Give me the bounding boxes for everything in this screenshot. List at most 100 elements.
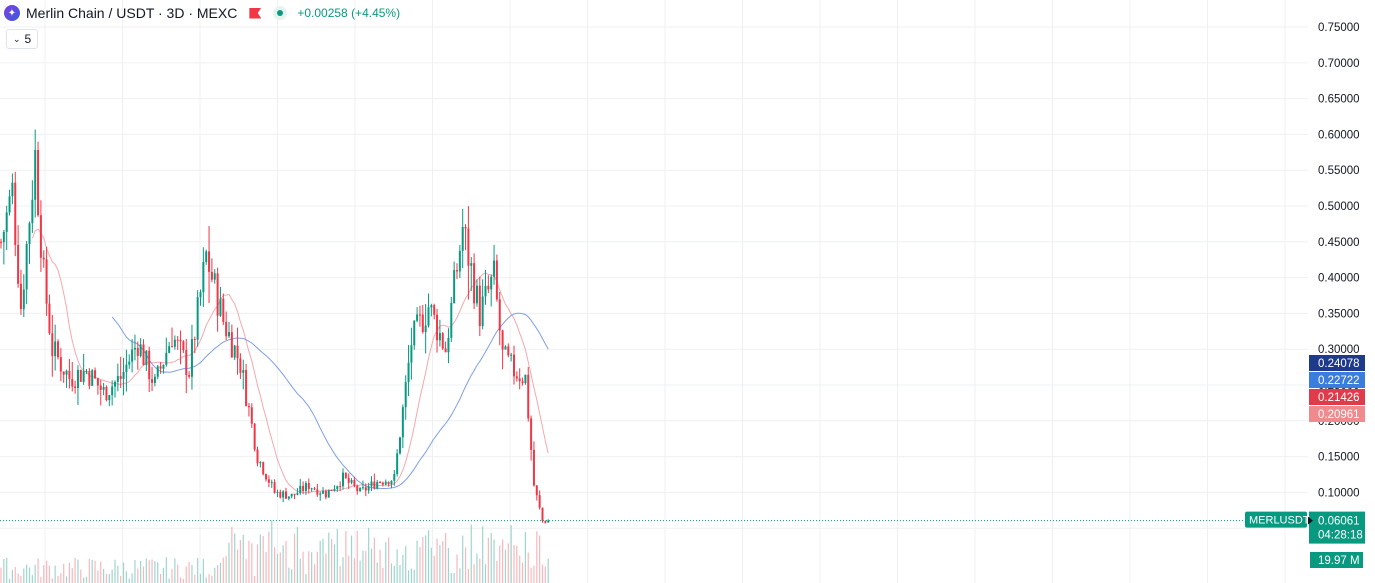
candle-body bbox=[188, 374, 191, 377]
candle-body bbox=[421, 314, 424, 333]
candle-body bbox=[105, 386, 108, 401]
candle-body bbox=[521, 381, 524, 384]
candle-body bbox=[438, 333, 441, 341]
volume-bar bbox=[168, 578, 170, 583]
candle-body bbox=[96, 378, 99, 386]
candle-body bbox=[501, 330, 504, 350]
volume-bar bbox=[311, 552, 313, 583]
candle-body bbox=[373, 481, 376, 489]
candle-body bbox=[162, 364, 165, 369]
volume-bar bbox=[83, 577, 85, 583]
y-tick-label: 0.10000 bbox=[1318, 487, 1360, 499]
candle-body bbox=[79, 370, 82, 382]
volume-bar bbox=[77, 559, 79, 583]
volume-bar bbox=[251, 543, 253, 583]
volume-bar bbox=[117, 565, 119, 583]
candle-body bbox=[544, 520, 547, 523]
candle-body bbox=[54, 341, 57, 357]
candle-body bbox=[401, 407, 404, 438]
volume-bar bbox=[57, 575, 59, 583]
volume-bar bbox=[544, 566, 546, 583]
candle-body bbox=[193, 339, 196, 341]
candle-body bbox=[396, 453, 399, 474]
candle-body bbox=[384, 481, 387, 485]
flag-icon[interactable] bbox=[249, 7, 262, 19]
candle-body bbox=[322, 491, 325, 494]
candle-body bbox=[111, 386, 114, 396]
candle-body bbox=[5, 212, 8, 232]
volume-bar bbox=[467, 568, 469, 583]
candle-body bbox=[304, 483, 307, 491]
candle-body bbox=[22, 289, 25, 310]
volume-bar bbox=[362, 550, 364, 583]
candle-body bbox=[299, 485, 302, 494]
symbol-tag-box bbox=[1245, 511, 1307, 528]
candle-body bbox=[0, 241, 2, 243]
volume-bar bbox=[68, 562, 70, 583]
candle-body bbox=[19, 283, 22, 310]
candle-body bbox=[94, 370, 97, 379]
candle-body bbox=[99, 385, 102, 390]
volume-bar bbox=[436, 538, 438, 583]
volume-bar bbox=[365, 551, 367, 583]
interval-selector[interactable]: ⌄ 5 bbox=[6, 29, 39, 49]
volume-bar bbox=[179, 577, 182, 583]
volume-bar bbox=[513, 545, 515, 583]
candle-body bbox=[515, 376, 518, 379]
symbol-title[interactable]: Merlin Chain / USDT · 3D · MEXC bbox=[26, 5, 238, 21]
candle-body bbox=[441, 333, 444, 349]
candle-body bbox=[228, 332, 230, 337]
candle-body bbox=[37, 149, 40, 216]
candle-body bbox=[447, 337, 450, 353]
volume-bar bbox=[496, 560, 498, 583]
chart-header: ✦ Merlin Chain / USDT · 3D · MEXC +0.002… bbox=[4, 3, 400, 23]
volume-bar bbox=[487, 537, 489, 583]
volume-bar bbox=[427, 530, 430, 583]
candle-body bbox=[535, 485, 538, 496]
volume-bar bbox=[416, 540, 418, 583]
candle-body bbox=[156, 366, 159, 377]
volume-bar bbox=[433, 555, 435, 583]
volume-bar bbox=[225, 556, 227, 583]
volume-bar bbox=[100, 561, 102, 583]
candle-body bbox=[376, 482, 379, 489]
candle-body bbox=[145, 350, 148, 366]
candle-body bbox=[390, 480, 393, 485]
candle-body bbox=[88, 370, 91, 386]
volume-bar bbox=[482, 526, 484, 583]
candle-body bbox=[25, 244, 28, 290]
volume-bar bbox=[430, 547, 432, 583]
volume-bar bbox=[94, 560, 96, 583]
price-label-value: 0.24078 bbox=[1318, 358, 1360, 370]
candle-body bbox=[333, 488, 336, 491]
candle-body bbox=[518, 378, 521, 382]
candle-body bbox=[190, 339, 193, 377]
price-label-value: 0.20961 bbox=[1318, 409, 1360, 421]
volume-bar bbox=[507, 543, 509, 583]
ma-fast-line bbox=[31, 228, 549, 494]
volume-bar bbox=[479, 558, 481, 583]
volume-bar bbox=[199, 573, 202, 583]
volume-bar bbox=[285, 540, 287, 583]
volume-bar bbox=[422, 537, 424, 583]
candle-body bbox=[467, 228, 470, 266]
candle-body bbox=[393, 473, 396, 481]
volume-bar bbox=[214, 567, 216, 583]
volume-bar bbox=[541, 564, 544, 583]
y-tick-label: 0.55000 bbox=[1318, 165, 1360, 177]
candle-body bbox=[57, 341, 59, 358]
candle-body bbox=[513, 354, 515, 377]
candle-body bbox=[151, 379, 154, 383]
candle-body bbox=[42, 257, 45, 260]
candle-body bbox=[59, 357, 62, 372]
market-status-icon[interactable] bbox=[273, 6, 288, 20]
volume-bar bbox=[256, 544, 259, 583]
candle-body bbox=[68, 370, 71, 379]
volume-bar bbox=[439, 544, 441, 583]
volume-bar bbox=[527, 552, 529, 583]
volume-bar bbox=[105, 573, 108, 583]
volume-bar bbox=[245, 559, 247, 583]
volume-bar bbox=[359, 560, 361, 583]
volume-bar bbox=[345, 531, 347, 583]
